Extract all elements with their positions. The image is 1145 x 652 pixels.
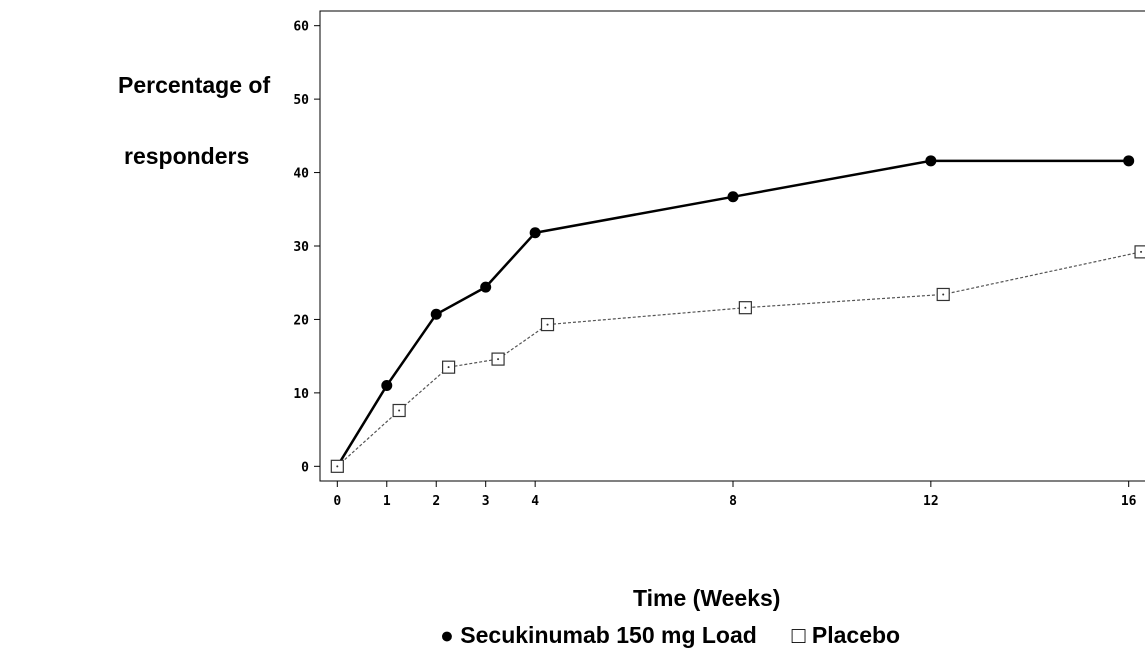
y-tick-label: 0: [301, 460, 309, 475]
x-tick-label: 3: [482, 494, 490, 509]
y-tick-label: 10: [293, 387, 309, 402]
placebo-point-center: [744, 306, 747, 309]
placebo-point-center: [336, 465, 339, 468]
x-tick-label: 12: [923, 494, 939, 509]
y-axis-label-line2: responders: [124, 143, 250, 169]
series-layer: [330, 155, 1145, 473]
x-axis-label: Time (Weeks): [633, 585, 781, 611]
legend-label-placebo: Placebo: [811, 622, 901, 648]
placebo-point-center: [447, 366, 450, 369]
y-tick-label: 50: [293, 93, 309, 108]
x-tick-label: 8: [729, 494, 737, 509]
placebo-line: [336, 251, 1142, 467]
placebo-point-center: [497, 358, 500, 361]
y-tick-label: 60: [293, 20, 309, 35]
legend-symbol-placebo: □: [791, 622, 806, 648]
placebo-point: [1134, 245, 1145, 259]
secukinumab-point: [381, 380, 393, 392]
placebo-point-center: [398, 409, 401, 412]
y-tick-label: 30: [293, 240, 309, 255]
placebo-point-center: [942, 293, 945, 296]
secukinumab-point: [1123, 155, 1135, 167]
y-tick-label: 40: [293, 167, 309, 182]
x-tick-label: 0: [333, 494, 341, 509]
y-axis: 0 10 20 30 40 50 60: [293, 20, 320, 475]
legend-symbol-secukinumab: ●: [440, 622, 454, 648]
legend: ● Secukinumab 150 mg Load □ Placebo: [440, 622, 900, 649]
x-tick-label: 16: [1121, 494, 1137, 509]
y-axis-label-line1: Percentage of: [118, 72, 271, 98]
placebo-point-center: [546, 323, 549, 326]
secukinumab-point: [430, 308, 442, 320]
plot-frame: [319, 10, 1145, 482]
x-tick-label: 4: [531, 494, 539, 509]
legend-label-secukinumab: Secukinumab 150 mg Load: [460, 622, 757, 648]
x-tick-label: 1: [383, 494, 391, 509]
placebo-point-center: [1140, 250, 1143, 253]
x-axis: 0 1 2 3 4 8 12 16: [333, 481, 1137, 509]
secukinumab-point: [480, 281, 492, 293]
secukinumab-point: [529, 227, 541, 239]
y-tick-label: 20: [293, 313, 309, 328]
secukinumab-line: [336, 159, 1129, 467]
secukinumab-point: [727, 191, 739, 203]
x-tick-label: 2: [432, 494, 440, 509]
secukinumab-point: [925, 155, 937, 167]
